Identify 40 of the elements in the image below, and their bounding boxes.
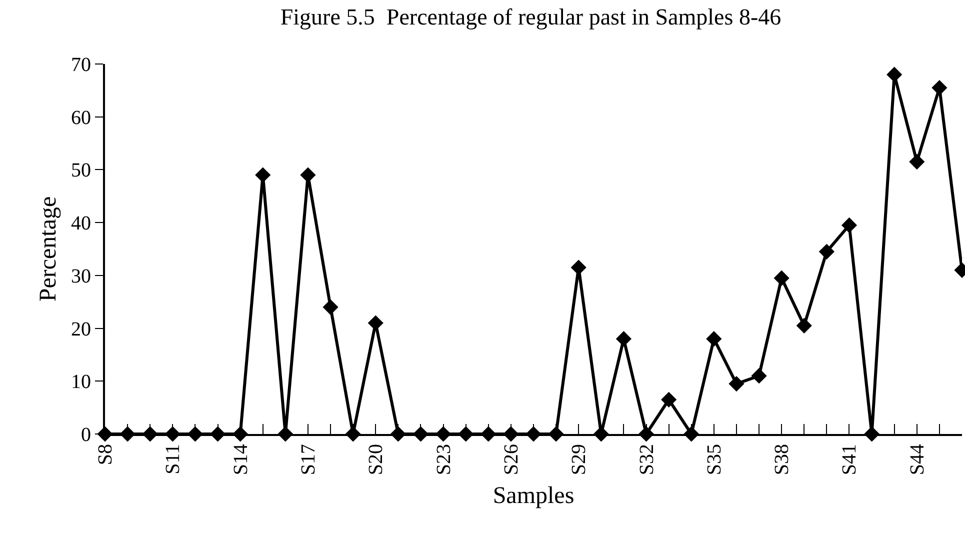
- x-tick-label: S23: [432, 444, 455, 476]
- x-tick-label: S38: [771, 444, 794, 476]
- point: [841, 217, 858, 234]
- point: [706, 331, 722, 347]
- point: [616, 331, 632, 347]
- y-tick-label: 70: [71, 54, 91, 76]
- x-tick-label: S41: [838, 444, 861, 476]
- point: [909, 154, 925, 170]
- point: [300, 167, 316, 183]
- y-tick-label: 10: [71, 371, 91, 394]
- point: [255, 167, 271, 183]
- x-tick-label: S11: [162, 444, 184, 474]
- point: [368, 315, 384, 331]
- x-tick-label: S44: [906, 444, 928, 476]
- x-tick-label: S32: [636, 444, 658, 476]
- x-tick-label: S35: [703, 444, 726, 476]
- x-tick-label: S8: [94, 444, 116, 466]
- x-tick-label: S29: [568, 444, 590, 476]
- x-tick-label: S17: [297, 444, 320, 476]
- x-tick-label: S20: [365, 444, 388, 476]
- x-tick-label: S26: [500, 444, 522, 476]
- point: [728, 376, 744, 392]
- point: [886, 66, 902, 82]
- y-tick-label: 50: [71, 160, 91, 182]
- y-tick-label: 40: [71, 212, 91, 235]
- y-axis-title: Percentage: [36, 196, 62, 302]
- point: [570, 260, 586, 276]
- y-tick-label: 0: [81, 424, 91, 446]
- point: [661, 392, 677, 408]
- point: [818, 244, 834, 260]
- point: [774, 270, 790, 286]
- point: [322, 299, 338, 315]
- x-axis-title: Samples: [492, 482, 574, 509]
- y-tick-label: 60: [71, 106, 91, 129]
- y-tick-label: 20: [71, 318, 91, 340]
- y-tick-label: 30: [71, 265, 91, 288]
- x-tick-label: S14: [230, 444, 252, 476]
- point: [796, 318, 812, 334]
- point: [751, 368, 767, 384]
- chart-title: Figure 5.5 Percentage of regular past in Samples 8-46: [280, 4, 782, 30]
